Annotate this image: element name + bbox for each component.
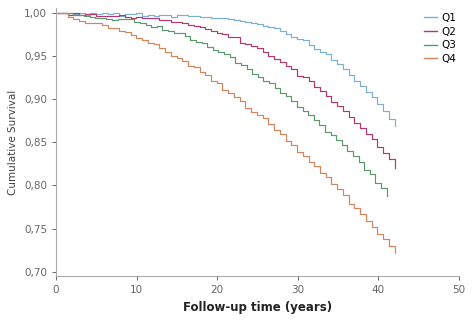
- Q1: [265, 25, 271, 29]
- Line: Q3: Q3: [56, 13, 387, 196]
- Q4: [110, 26, 116, 30]
- Q4: [392, 251, 398, 254]
- Y-axis label: Cumulative Survival: Cumulative Survival: [9, 90, 18, 195]
- Q3: [384, 194, 390, 198]
- Q2: [151, 16, 156, 20]
- Q2: [110, 14, 116, 18]
- Q1: [392, 124, 398, 128]
- Q2: [392, 166, 398, 170]
- Q1: [168, 15, 173, 19]
- Q2: [53, 11, 59, 14]
- Q4: [162, 50, 168, 53]
- Line: Q2: Q2: [56, 13, 395, 168]
- Line: Q1: Q1: [56, 13, 395, 126]
- Q2: [265, 54, 271, 58]
- Q4: [53, 11, 59, 14]
- Q3: [165, 30, 171, 33]
- Q4: [265, 122, 271, 126]
- Q1: [53, 11, 59, 14]
- Q4: [139, 38, 145, 42]
- Q2: [168, 20, 173, 24]
- Q3: [53, 11, 59, 14]
- Line: Q4: Q4: [56, 13, 395, 252]
- Q4: [151, 43, 156, 46]
- Q1: [110, 11, 116, 14]
- Q1: [139, 14, 145, 17]
- Legend: Q1, Q2, Q3, Q4: Q1, Q2, Q3, Q4: [422, 11, 458, 66]
- Q3: [109, 18, 115, 22]
- Q3: [137, 21, 143, 25]
- Q2: [139, 16, 145, 20]
- Q1: [151, 14, 156, 18]
- Q4: [168, 54, 173, 58]
- Q3: [261, 79, 266, 82]
- Q3: [160, 28, 165, 32]
- Q2: [162, 18, 168, 22]
- Q1: [162, 14, 168, 17]
- Q3: [148, 25, 154, 29]
- X-axis label: Follow-up time (years): Follow-up time (years): [183, 301, 332, 314]
